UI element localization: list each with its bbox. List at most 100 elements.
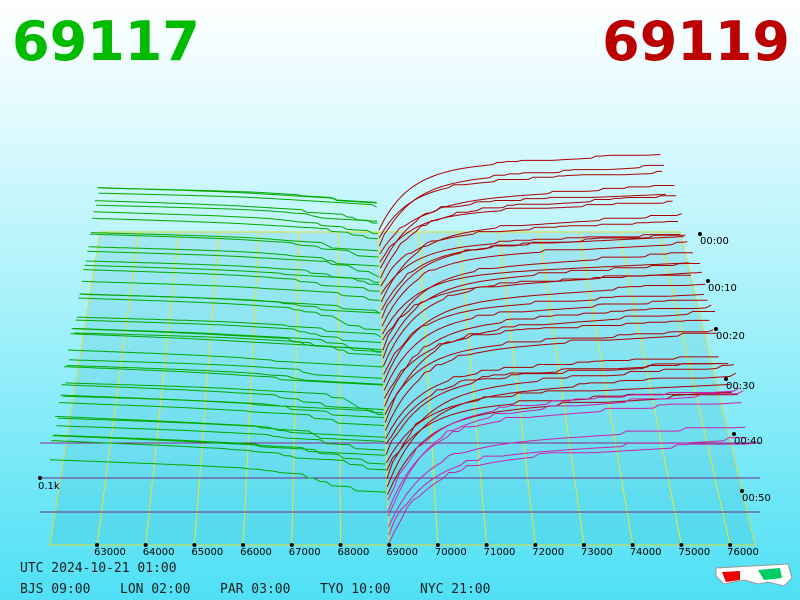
ask-curve (385, 362, 721, 445)
bid-curve (52, 435, 386, 465)
bid-curve (98, 192, 377, 208)
price-tick-label: 73000 (581, 547, 613, 558)
grid-line (193, 231, 220, 546)
bid-curve (56, 425, 385, 451)
ask-curve (387, 390, 744, 517)
ask-curve (380, 234, 680, 295)
ask-curve (381, 236, 684, 311)
bid-curve (70, 333, 383, 356)
grid-line (659, 231, 731, 546)
bid-curve (51, 440, 386, 471)
price-tick-label: 69000 (386, 547, 418, 558)
bid-curve (58, 402, 385, 426)
bid-curve (82, 280, 380, 301)
ask-curve (385, 356, 719, 439)
tick-dot (435, 543, 440, 547)
ask-curve (388, 442, 756, 544)
bid-curve (88, 246, 379, 267)
bid-curve (60, 394, 385, 419)
ask-curve (383, 293, 704, 375)
ask-curve (386, 372, 736, 487)
glasses-icon (715, 563, 793, 587)
tick-dot (706, 279, 710, 283)
tick-dot (740, 489, 744, 493)
price-tick-label: 68000 (338, 547, 370, 558)
grid-line (96, 231, 140, 546)
city-time: TYO 10:00 (320, 582, 390, 597)
utc-time: UTC 2024-10-21 01:00 (20, 561, 177, 576)
ask-curve (387, 402, 742, 512)
grid-line (418, 231, 439, 546)
ask-curve (382, 271, 702, 367)
bid-curve (76, 316, 382, 338)
ask-curve (378, 154, 661, 231)
tick-dot (338, 543, 343, 547)
labels: 63000 64000 65000 66000 67000 68000 69000 70000… (38, 232, 771, 558)
ask-curve (383, 319, 710, 399)
grid-line (458, 231, 488, 546)
time-tick-label: 00:30 (726, 381, 755, 392)
time-tick-label: 00:10 (708, 283, 737, 294)
bid-curve (84, 264, 380, 283)
bid-curve (61, 384, 384, 410)
bid-curve (49, 459, 387, 493)
city-time: BJS 09:00 (20, 582, 90, 597)
tick-dot (387, 543, 392, 547)
price-tick-label: 71000 (484, 547, 516, 558)
bid-curve (99, 187, 377, 203)
city-time: PAR 03:00 (220, 582, 290, 597)
grid-line (378, 231, 390, 546)
bid-curve (97, 187, 377, 204)
bid-curve (83, 269, 380, 292)
ask-curve (388, 426, 746, 528)
bid-curve (53, 434, 386, 456)
ask-curve (385, 363, 729, 455)
bid-curve (78, 297, 381, 331)
ask-price: 69119 (602, 10, 790, 73)
bid-curve (67, 349, 383, 368)
tick-dot (732, 432, 736, 436)
tick-dot (698, 232, 702, 236)
tick-dot (728, 543, 733, 547)
time-tick-label: 00:50 (742, 493, 771, 504)
volume-label: 0.1k (38, 481, 60, 492)
price-tick-label: 75000 (678, 547, 710, 558)
tick-dot (714, 327, 718, 331)
ask-curve (382, 263, 700, 359)
tick-dot (533, 543, 538, 547)
price-tick-label: 70000 (435, 547, 467, 558)
bid-curve (93, 211, 378, 234)
ask-curve (378, 170, 663, 239)
tick-dot (38, 476, 42, 480)
bid-curve (75, 319, 382, 343)
bid-curve (87, 250, 380, 278)
time-tick-label: 00:20 (716, 331, 745, 342)
grid-line (538, 231, 585, 546)
bid-curve (96, 204, 378, 222)
ask-curve (381, 241, 688, 327)
grid-line (291, 231, 300, 546)
price-tick-label: 67000 (289, 547, 321, 558)
tick-dot (192, 543, 197, 547)
floor (38, 231, 760, 547)
price-tick-label: 74000 (630, 547, 662, 558)
ask-curve (386, 364, 734, 479)
tick-dot (582, 543, 586, 547)
bid-curve (64, 366, 384, 386)
bid-curve (65, 382, 384, 414)
price-tick-label: 72000 (532, 547, 564, 558)
price-tick-label: 76000 (727, 547, 759, 558)
ask-curve (384, 304, 712, 407)
tick-dot (724, 377, 728, 381)
tick-dot (679, 543, 684, 547)
bid-curve (90, 232, 379, 252)
grid-line (242, 231, 260, 546)
price-tick-label: 63000 (94, 547, 126, 558)
tick-dot (484, 543, 489, 547)
ask-curve (380, 213, 682, 303)
grid-line (338, 231, 341, 546)
bid-price: 69117 (12, 10, 200, 73)
depth-curves (49, 154, 756, 544)
tick-dot (289, 543, 294, 547)
